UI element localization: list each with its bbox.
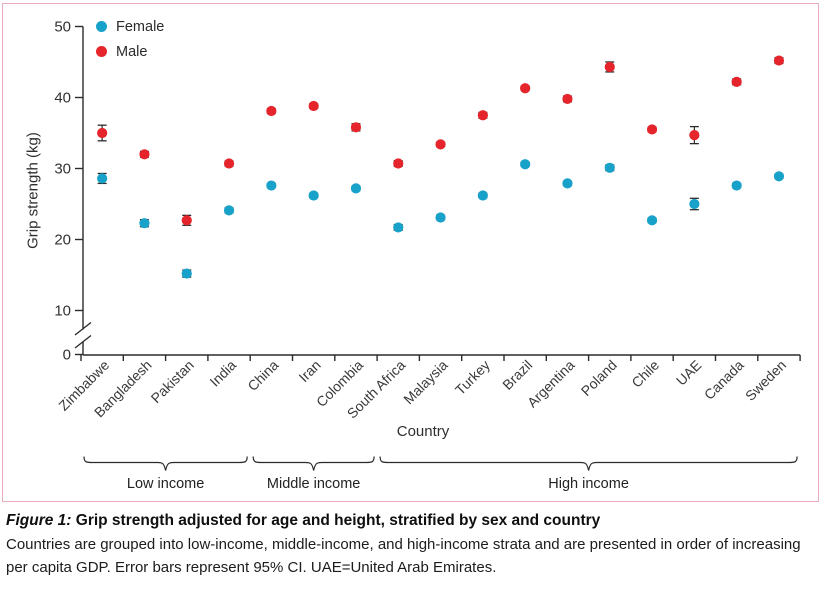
point-female-sweden [773,171,785,182]
svg-text:China: China [244,357,281,394]
point-female-canada [731,180,742,191]
svg-text:Brazil: Brazil [499,357,535,393]
point-female-argentina [562,178,573,189]
point-female-pakistan [181,268,192,279]
svg-text:Turkey: Turkey [452,357,493,398]
svg-text:20: 20 [54,232,71,249]
series-female-points [97,159,785,279]
series-male-points [97,55,785,226]
point-female-south-africa [393,222,404,233]
svg-text:Sweden: Sweden [742,357,789,404]
point-female-poland [604,162,615,173]
point-male-colombia [350,122,362,133]
income-group-braces: Low income Middle income High income [83,456,798,492]
svg-text:Poland: Poland [578,357,620,399]
x-axis [80,354,801,361]
legend-marker-female-icon [96,21,107,32]
point-male-pakistan [181,215,192,226]
svg-text:Argentina: Argentina [524,357,578,411]
figure-title-text: Grip strength adjusted for age and heigh… [71,512,601,529]
income-group-label: Low income [127,476,204,492]
point-male-malaysia [435,139,446,150]
point-female-turkey [477,190,488,201]
svg-text:10: 10 [54,303,71,320]
point-male-turkey [477,110,488,121]
point-male-argentina [562,93,573,105]
svg-text:Pakistan: Pakistan [148,357,197,406]
legend-label-female: Female [116,18,165,35]
point-female-chile [646,215,658,226]
svg-text:Canada: Canada [701,357,747,403]
svg-text:UAE: UAE [673,357,705,389]
figure-label: Figure 1: [6,512,72,529]
point-male-brazil [520,83,531,94]
point-male-china [266,105,277,117]
figure-panel [2,3,819,502]
income-group-label: High income [548,476,629,492]
point-male-south-africa [393,158,404,169]
point-male-india [223,158,235,169]
income-group-label: Middle income [267,476,361,492]
svg-text:Iran: Iran [295,357,323,385]
point-male-canada [731,76,742,87]
point-female-india [223,205,235,216]
svg-text:50: 50 [54,19,71,36]
point-female-china [266,180,277,191]
point-female-bangladesh [139,218,150,229]
legend-item-female: Female [96,14,164,39]
point-female-malaysia [435,212,446,223]
svg-text:Malaysia: Malaysia [400,357,451,408]
y-axis [75,25,84,356]
point-male-bangladesh [139,149,150,160]
svg-text:30: 30 [54,161,71,178]
point-female-colombia [350,183,362,194]
point-male-chile [646,124,658,135]
y-axis-break-icon [74,321,92,349]
legend-marker-male-icon [96,46,107,57]
figure-caption: Figure 1: Grip strength adjusted for age… [6,512,806,579]
svg-text:40: 40 [54,90,71,107]
legend-item-male: Male [96,39,164,64]
point-male-poland [604,61,615,73]
point-male-sweden [773,55,785,66]
svg-text:0: 0 [63,347,71,364]
point-male-uae [689,130,700,141]
svg-text:Chile: Chile [628,357,662,391]
point-female-iran [308,190,319,201]
point-male-zimbabwe [97,127,108,139]
legend-label-male: Male [116,43,148,60]
point-female-uae [689,198,700,210]
x-axis-title: Country [396,423,450,440]
point-female-brazil [520,159,531,170]
y-tick-labels: 0 10 20 30 40 50 [54,19,71,364]
point-male-iran [308,100,319,112]
svg-text:India: India [206,357,239,390]
y-axis-title: Grip strength (kg) [24,132,42,249]
figure-caption-title: Figure 1: Grip strength adjusted for age… [6,512,806,530]
figure-caption-body: Countries are grouped into low-income, m… [6,536,801,576]
chart-legend: Female Male [96,14,164,64]
point-female-zimbabwe [97,173,108,184]
